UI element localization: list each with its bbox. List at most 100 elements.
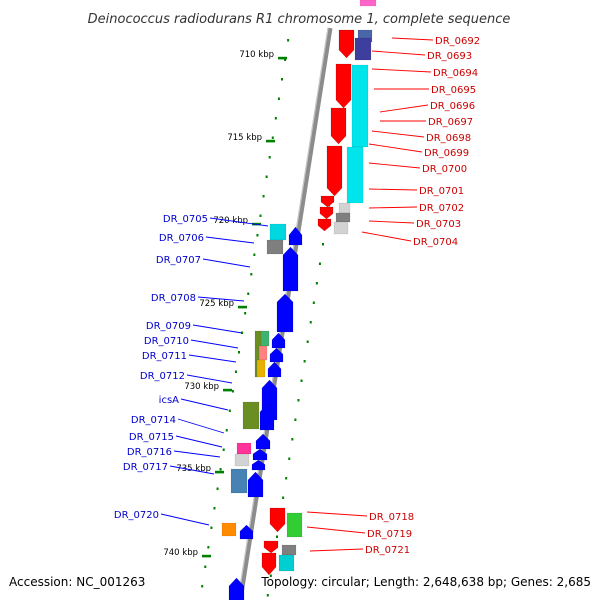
forward-gene-arrow	[252, 448, 268, 461]
reverse-gene-leader	[371, 50, 426, 56]
feature-block	[269, 223, 287, 241]
forward-gene-leader	[202, 258, 251, 268]
forward-gene-label: DR_0707	[156, 255, 201, 266]
coverage-dot	[309, 321, 312, 324]
feature-blocks	[221, 0, 377, 572]
ruler-tick-label: 710 kbp	[239, 50, 274, 60]
feature-block	[281, 544, 297, 556]
coverage-dot	[291, 438, 294, 441]
forward-gene-label: DR_0716	[127, 447, 172, 458]
coverage-dot	[266, 594, 269, 597]
reverse-gene-label: DR_0719	[367, 529, 412, 540]
feature-block	[258, 345, 268, 361]
ruler-tick-label: 715 kbp	[227, 133, 262, 143]
label-leaders	[160, 37, 434, 552]
coverage-dot	[288, 457, 291, 460]
forward-gene-leader	[173, 450, 221, 458]
coverage-dot	[262, 195, 265, 198]
forward-gene-arrow	[267, 361, 282, 378]
reverse-gene-label: DR_0700	[422, 164, 467, 175]
feature-block	[242, 401, 260, 430]
coverage-dot	[244, 312, 247, 315]
reverse-gene-leader	[379, 104, 429, 113]
reverse-gene-label: DR_0721	[365, 545, 410, 556]
coverage-dot	[303, 360, 306, 363]
coverage-dot	[228, 409, 231, 412]
reverse-gene-label: DR_0702	[419, 203, 464, 214]
coverage-dot	[271, 136, 274, 139]
reverse-gene-label: DR_0694	[433, 68, 478, 79]
coverage-dot	[207, 546, 210, 549]
forward-gene-label: DR_0720	[114, 510, 159, 521]
coverage-dot	[216, 487, 219, 490]
map-title: Deinococcus radiodurans R1 chromosome 1,…	[88, 12, 511, 27]
coverage-dot	[297, 399, 300, 402]
reverse-gene-label: DR_0697	[428, 117, 473, 128]
coverage-dot	[250, 273, 253, 276]
coverage-dot	[269, 574, 272, 577]
forward-gene-label: DR_0710	[144, 336, 189, 347]
reverse-gene-leader	[391, 37, 434, 41]
forward-gene-arrow	[239, 524, 254, 540]
feature-block	[286, 512, 303, 538]
coverage-dot	[306, 340, 309, 343]
reverse-gene-leader	[309, 548, 364, 552]
feature-block	[221, 522, 237, 537]
forward-gene-leader	[186, 374, 233, 384]
ruler-tick	[266, 139, 275, 143]
forward-gene-label: DR_0709	[146, 321, 191, 332]
reverse-gene-arrow	[330, 107, 347, 145]
forward-gene-label: DR_0712	[140, 371, 185, 382]
coverage-dot	[256, 234, 259, 237]
ruler-tick	[215, 470, 224, 474]
forward-gene-leader	[180, 398, 229, 411]
reverse-gene-label: DR_0698	[426, 133, 471, 144]
forward-gene-arrow	[259, 403, 275, 431]
gene-labels: DR_0692 DR_0693 DR_0694 DR_0695 DR_0696 DR_06…	[114, 36, 480, 556]
accession-text: Accession: NC_001263	[9, 575, 145, 589]
reverse-gene-label: DR_0695	[431, 85, 476, 96]
forward-gene-label: DR_0706	[159, 233, 204, 244]
forward-gene-arrow	[255, 433, 271, 450]
coverage-dot	[300, 379, 303, 382]
reverse-gene-arrow	[326, 145, 343, 197]
reverse-gene-arrow	[338, 29, 355, 59]
forward-gene-label: DR_0705	[163, 214, 208, 225]
coverage-dot	[247, 292, 250, 295]
reverse-gene-leader	[371, 68, 432, 73]
topology-text: Topology: circular; Length: 2,648,638 bp…	[260, 575, 591, 589]
ruler-tick	[278, 56, 287, 60]
reverse-gene-arrow	[263, 540, 279, 554]
coverage-dot	[241, 331, 244, 334]
feature-block	[359, 0, 377, 7]
reverse-gene-label: DR_0693	[427, 51, 472, 62]
reverse-gene-leader	[306, 511, 368, 517]
forward-gene-label: DR_0708	[151, 293, 196, 304]
reverse-gene-arrow	[335, 63, 352, 109]
reverse-gene-leader	[368, 188, 418, 191]
feature-block	[338, 202, 351, 214]
reverse-gene-label: DR_0718	[369, 512, 414, 523]
reverse-gene-label: DR_0701	[419, 186, 464, 197]
forward-gene-leader	[209, 217, 269, 227]
reverse-gene-arrow	[261, 552, 277, 576]
ruler-tick-label: 730 kbp	[184, 382, 219, 392]
coverage-dot	[210, 526, 213, 529]
reverse-gene-label: DR_0696	[430, 101, 475, 112]
ruler-tick-label: 740 kbp	[163, 548, 198, 558]
reverse-gene-label: DR_0704	[413, 237, 458, 248]
forward-gene-leader	[192, 324, 243, 334]
coverage-dot	[315, 282, 318, 285]
forward-gene-arrow	[251, 459, 266, 471]
reverse-gene-label: DR_0699	[424, 148, 469, 159]
coverage-dot	[282, 496, 285, 499]
feature-block	[256, 359, 266, 378]
forward-gene-leader	[169, 465, 215, 475]
forward-gene-leader	[160, 513, 210, 526]
forward-gene-leader	[175, 435, 223, 448]
feature-block	[335, 212, 351, 223]
coverage-dot	[222, 448, 225, 451]
ruler-tick	[223, 388, 232, 392]
feature-block	[346, 146, 364, 204]
